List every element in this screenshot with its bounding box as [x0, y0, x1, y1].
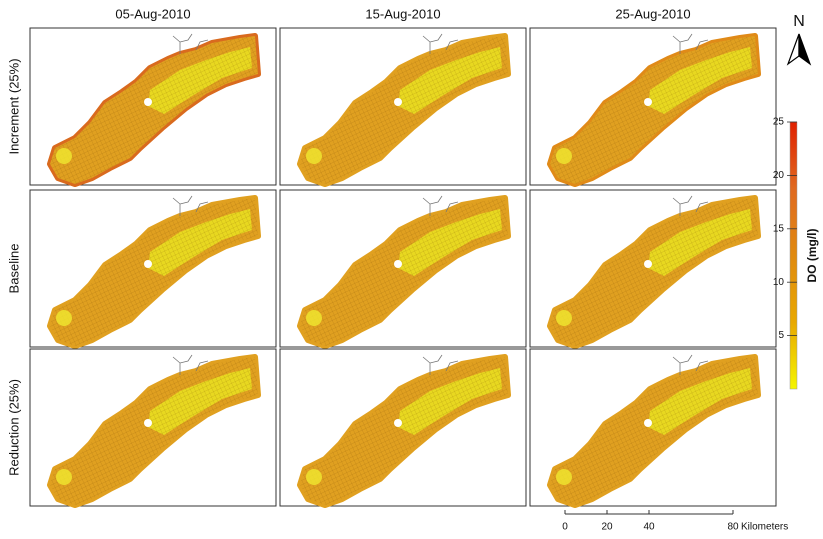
colorbar-label: DO (mg/l) — [805, 229, 819, 283]
map-panel — [530, 28, 776, 185]
map-panel — [30, 28, 276, 185]
island — [394, 98, 402, 106]
bay-low-do — [306, 469, 322, 485]
bay-low-do — [56, 469, 72, 485]
column-title: 25-Aug-2010 — [615, 6, 690, 21]
north-label: N — [793, 13, 805, 30]
bay-low-do — [56, 310, 72, 326]
scale-tick-label: 80 — [727, 522, 739, 533]
map-panel — [30, 349, 276, 506]
scale-tick-label: 0 — [562, 522, 568, 533]
colorbar-tick-label: 5 — [778, 330, 784, 341]
map-panel — [30, 190, 276, 347]
map-panel — [280, 349, 526, 506]
colorbar-tick-label: 10 — [773, 277, 785, 288]
island — [144, 260, 152, 268]
map-panel — [530, 349, 776, 506]
island — [644, 419, 652, 427]
bay-low-do — [556, 148, 572, 164]
column-title: 15-Aug-2010 — [365, 6, 440, 21]
column-title: 05-Aug-2010 — [115, 6, 190, 21]
figure: N 05-Aug-2010 15-Aug-2010 25-Aug-2010 Incre… — [0, 0, 823, 539]
map-panel — [530, 190, 776, 347]
colorbar-tick-label: 15 — [773, 223, 785, 234]
scale-tick-label: 20 — [601, 522, 613, 533]
colorbar — [790, 122, 797, 389]
row-label: Baseline — [6, 244, 21, 294]
bay-low-do — [556, 469, 572, 485]
row-label: Increment (25%) — [6, 58, 21, 154]
bay-low-do — [556, 310, 572, 326]
island — [394, 260, 402, 268]
map-panel — [280, 28, 526, 185]
bay-low-do — [56, 148, 72, 164]
colorbar-tick-label: 25 — [773, 117, 785, 128]
island — [144, 98, 152, 106]
row-label: Reduction (25%) — [6, 379, 21, 476]
bay-low-do — [306, 148, 322, 164]
island — [644, 98, 652, 106]
bay-low-do — [306, 310, 322, 326]
colorbar-tick-label: 20 — [773, 170, 785, 181]
island — [644, 260, 652, 268]
scale-tick-label: 40 — [643, 522, 655, 533]
map-panel — [280, 190, 526, 347]
scale-unit: Kilometers — [741, 522, 788, 533]
island — [394, 419, 402, 427]
island — [144, 419, 152, 427]
north-arrow: N — [788, 13, 810, 64]
